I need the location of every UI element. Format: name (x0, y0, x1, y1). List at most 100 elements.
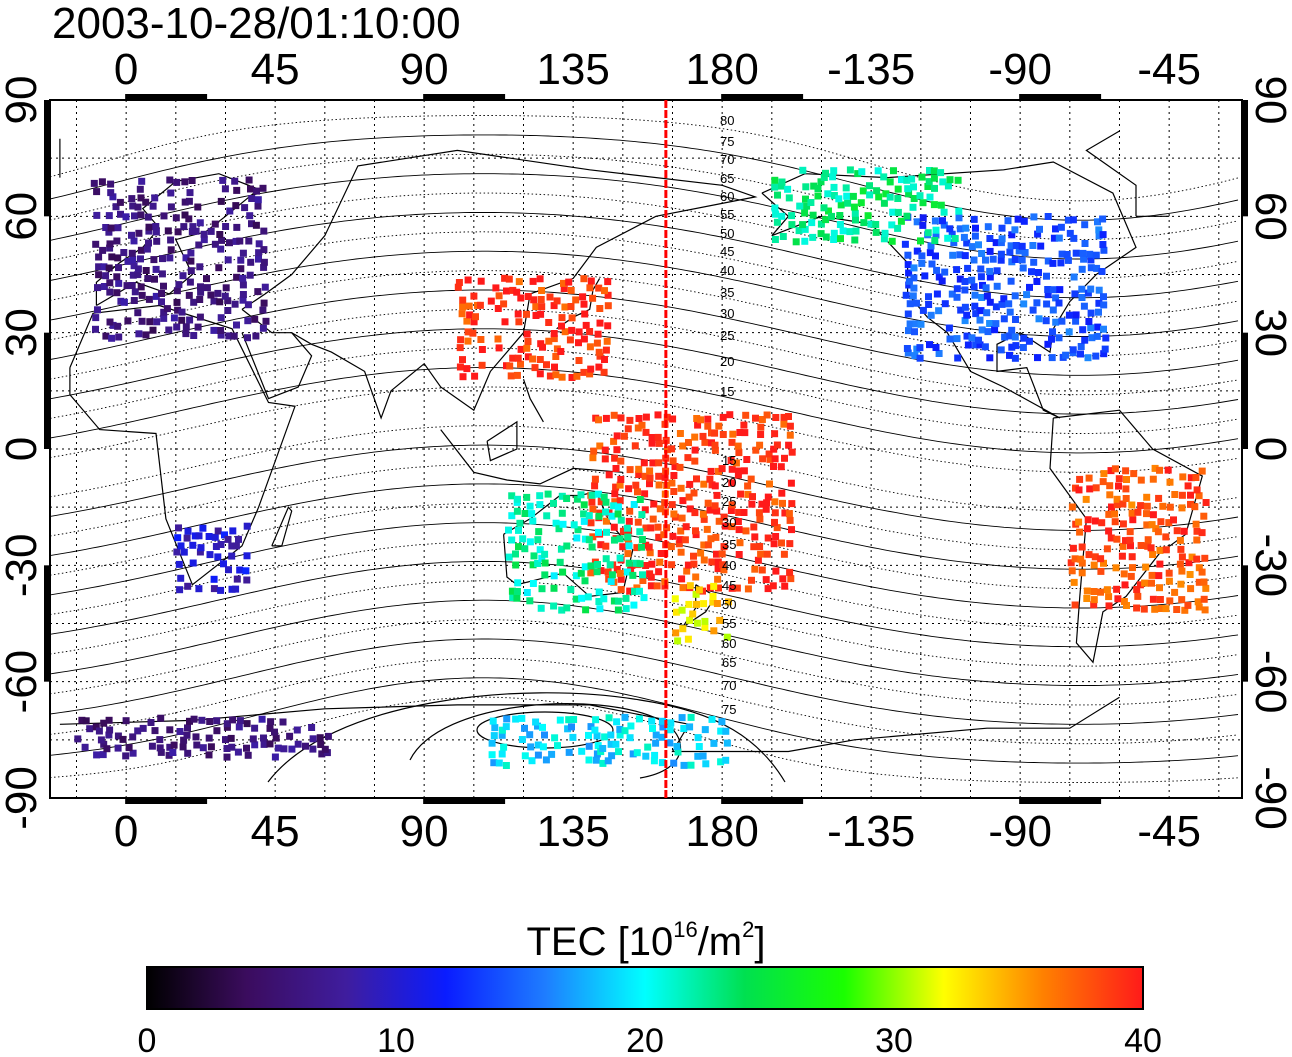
tec-cell (860, 219, 868, 227)
tec-cell (754, 556, 762, 564)
tec-cell (260, 299, 268, 307)
tec-cell (1084, 516, 1092, 524)
tec-cell (1095, 308, 1102, 316)
tec-cell (173, 298, 181, 306)
tec-cell (721, 522, 729, 530)
tec-cell (1143, 502, 1151, 510)
tec-cell (932, 252, 939, 260)
tec-cell (909, 292, 917, 300)
tec-cell (904, 185, 912, 193)
tec-cell (1090, 561, 1098, 569)
tec-cell (1100, 293, 1107, 301)
tec-cell (184, 724, 191, 732)
tec-cell (586, 370, 594, 378)
tec-cell (921, 272, 929, 280)
tec-cell (196, 296, 204, 303)
x-tick-label-bottom: 90 (400, 807, 449, 856)
tec-cell (591, 482, 599, 490)
tec-cell (237, 256, 245, 264)
tec-cell (910, 274, 918, 282)
tec-cell (530, 296, 538, 304)
tec-cell (953, 293, 961, 301)
tec-cell (223, 745, 231, 752)
tec-cell (850, 203, 858, 211)
tec-cell (538, 287, 546, 294)
tec-cell (546, 293, 554, 301)
tec-cell (512, 561, 520, 569)
tec-cell (550, 602, 558, 610)
tec-cell (1078, 265, 1086, 273)
tec-cell (271, 728, 278, 736)
tec-cell (685, 439, 692, 446)
tec-cell (668, 445, 676, 453)
tec-cell (671, 463, 679, 470)
tec-cell (735, 526, 743, 534)
tec-cell (602, 498, 610, 506)
tec-cell (711, 502, 719, 510)
tec-cell (686, 723, 694, 731)
tec-cell (1034, 354, 1041, 362)
tec-cell (903, 176, 911, 184)
tec-cell (617, 414, 625, 422)
left-tick-bar (44, 332, 49, 449)
tec-cell (655, 439, 663, 447)
tec-cell (178, 308, 186, 316)
tec-cell (906, 300, 914, 308)
tec-cell (1094, 323, 1102, 331)
tec-cell (744, 482, 752, 490)
tec-cell (508, 512, 516, 520)
magnetic-contour (50, 425, 1239, 512)
tec-cell (614, 606, 622, 614)
tec-cell (968, 334, 976, 342)
tec-cell (645, 543, 653, 551)
tec-cell (478, 346, 486, 353)
tec-cell (707, 535, 715, 543)
tec-cell (190, 715, 198, 723)
magnetic-latitude-label: 30 (720, 306, 734, 321)
x-tick-label-bottom: 135 (536, 807, 609, 856)
tec-cell (795, 227, 803, 235)
x-tick-label-top: 135 (536, 45, 609, 94)
tec-cell (941, 300, 949, 308)
tec-cell (605, 471, 613, 479)
tec-cell (925, 301, 933, 308)
tec-cell (1099, 241, 1107, 248)
tec-cell (229, 716, 237, 724)
tec-cell (1056, 286, 1064, 294)
tec-cell (129, 202, 137, 210)
tec-cell (912, 320, 920, 328)
left-tick-bar (44, 100, 49, 217)
tec-cell (1122, 467, 1130, 475)
tec-cell (778, 212, 786, 220)
tec-cell (976, 341, 984, 349)
tec-cell (1115, 475, 1123, 483)
tec-cell (650, 500, 658, 508)
tec-cell (699, 432, 707, 440)
magnetic-latitude-label: 65 (720, 171, 734, 186)
tec-cell (950, 239, 958, 247)
tec-cell (830, 167, 838, 175)
tec-cell (953, 335, 961, 343)
tec-cell (590, 447, 598, 455)
x-tick-label-bottom: 45 (251, 807, 300, 856)
tec-cell (1149, 511, 1157, 519)
tec-cell (852, 216, 859, 224)
tec-cell (197, 283, 204, 291)
tec-cell (690, 489, 698, 497)
tec-cell (1127, 542, 1134, 550)
tec-cell (489, 717, 497, 725)
tec-cell (102, 272, 110, 280)
tec-cell (1156, 584, 1163, 592)
tec-cell (494, 335, 502, 343)
tec-cell (580, 335, 588, 343)
tec-cell (701, 438, 709, 446)
tec-cell (1071, 601, 1079, 609)
tec-cell (652, 731, 660, 739)
tec-cell (494, 305, 502, 312)
tec-cell (1072, 311, 1080, 319)
tec-cell (874, 167, 882, 175)
magnetic-latitude-labels: 8075706560555045403530252015152025303540… (720, 113, 736, 717)
tec-cell (835, 195, 843, 203)
tec-cell (135, 330, 143, 338)
